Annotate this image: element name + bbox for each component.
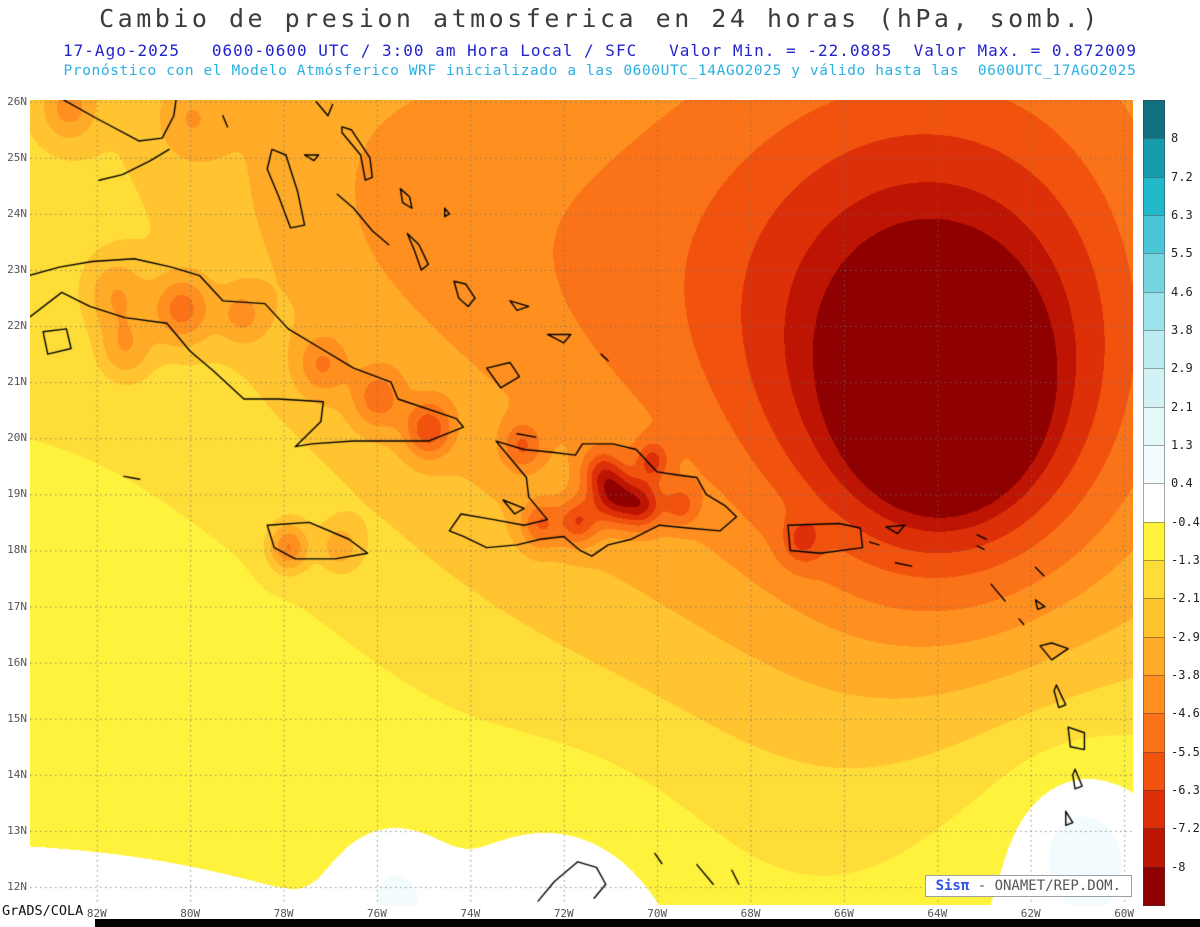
lat-tick-label: 16N: [7, 655, 27, 669]
pressure-change-map-canvas: [30, 100, 1133, 905]
grads-credit-label: GrADS/COLA: [2, 903, 84, 919]
legend-color-swatch: [1143, 751, 1165, 791]
lat-tick-label: 25N: [7, 150, 27, 164]
legend-color-swatch: [1143, 790, 1165, 830]
lat-tick-label: 17N: [7, 599, 27, 613]
legend-value-label: 5.5: [1171, 246, 1193, 261]
lon-tick-label: 60W: [1114, 907, 1135, 920]
legend-value-label: -8: [1171, 859, 1186, 874]
legend-value-label: 3.8: [1171, 323, 1193, 337]
legend-color-swatch: [1143, 866, 1165, 906]
legend-value-label: 4.6: [1171, 284, 1193, 299]
lon-tick-label: 64W: [927, 907, 948, 920]
lat-tick-label: 12N: [7, 880, 27, 894]
window-bottom-bar: [95, 919, 1200, 927]
watermark-text: - ONAMET/REP.DOM.: [969, 878, 1121, 894]
legend-color-swatch: [1143, 560, 1165, 600]
legend-value-label: -2.1: [1171, 591, 1200, 606]
legend-color-swatch: [1143, 330, 1165, 370]
legend-value-label: 8: [1171, 131, 1179, 146]
legend-value-label: -6.3: [1171, 783, 1200, 797]
legend-color-swatch: [1143, 100, 1165, 140]
lat-tick-label: 20N: [7, 431, 27, 445]
lon-tick-label: 72W: [553, 907, 574, 920]
legend-color-swatch: [1143, 176, 1165, 216]
lat-tick-label: 26N: [7, 94, 27, 108]
legend-value-label: -0.4: [1171, 514, 1200, 529]
legend-color-swatch: [1143, 483, 1165, 523]
lat-tick-label: 22N: [7, 319, 27, 333]
lat-tick-label: 15N: [7, 711, 27, 725]
legend-color-swatch: [1143, 445, 1165, 485]
legend-color-swatch: [1143, 406, 1165, 446]
lon-tick-label: 82W: [86, 907, 107, 920]
legend-value-label: 0.4: [1171, 476, 1193, 491]
legend-value-label: 7.2: [1171, 169, 1193, 184]
legend-color-swatch: [1143, 215, 1165, 255]
legend-value-label: 1.3: [1171, 438, 1193, 452]
legend-color-swatch: [1143, 521, 1165, 561]
lon-tick-label: 80W: [180, 907, 201, 920]
lat-tick-label: 14N: [7, 767, 27, 781]
lon-tick-label: 68W: [740, 907, 761, 920]
legend-value-label: -4.6: [1171, 706, 1200, 721]
lon-tick-label: 70W: [647, 907, 668, 920]
watermark-box: Sisπ - ONAMET/REP.DOM.: [924, 875, 1132, 897]
lat-tick-label: 23N: [7, 262, 27, 276]
legend-color-swatch: [1143, 675, 1165, 715]
legend-color-swatch: [1143, 368, 1165, 408]
lat-tick-label: 13N: [7, 823, 27, 837]
legend-value-label: 2.1: [1171, 399, 1193, 414]
lat-tick-label: 18N: [7, 543, 27, 557]
lon-tick-label: 78W: [273, 907, 294, 920]
legend-color-swatch: [1143, 828, 1165, 868]
legend-value-label: -7.2: [1171, 821, 1200, 836]
legend-color-swatch: [1143, 253, 1165, 293]
lat-tick-label: 21N: [7, 375, 27, 389]
legend-color-swatch: [1143, 713, 1165, 753]
lat-tick-label: 19N: [7, 487, 27, 501]
legend-color-swatch: [1143, 636, 1165, 676]
legend-value-label: -1.3: [1171, 553, 1200, 567]
legend-value-label: 2.9: [1171, 361, 1193, 376]
legend-value-label: -2.9: [1171, 629, 1200, 644]
chart-subtitle-model: Pronóstico con el Modelo Atmósferico WRF…: [63, 63, 1137, 79]
lon-tick-label: 74W: [460, 907, 481, 920]
lon-tick-label: 66W: [834, 907, 854, 920]
lon-tick-label: 76W: [367, 907, 387, 920]
chart-subtitle-validity: 17-Ago-2025 0600-0600 UTC / 3:00 am Hora…: [63, 41, 1137, 60]
legend-value-label: 6.3: [1171, 208, 1193, 222]
legend-value-label: -3.8: [1171, 668, 1200, 682]
legend-value-label: -5.5: [1171, 744, 1200, 759]
lon-tick-label: 62W: [1020, 907, 1041, 920]
legend-color-swatch: [1143, 138, 1165, 178]
legend-color-swatch: [1143, 291, 1165, 331]
legend-color-swatch: [1143, 598, 1165, 638]
chart-title: Cambio de presion atmosferica en 24 hora…: [99, 4, 1101, 33]
watermark-brand: Sisπ: [935, 878, 970, 894]
lat-tick-label: 24N: [7, 206, 27, 220]
